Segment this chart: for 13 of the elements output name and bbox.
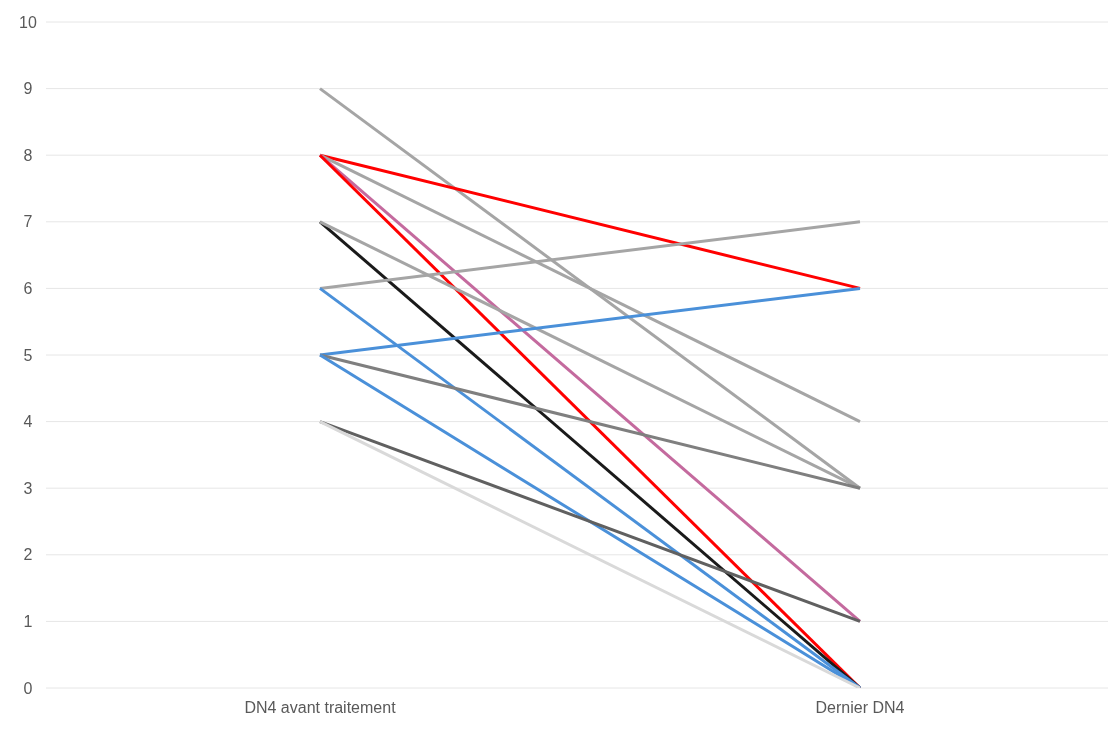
y-tick-label: 7 <box>23 213 33 231</box>
x-tick-label: Dernier DN4 <box>815 699 905 717</box>
y-tick-label: 10 <box>19 13 37 31</box>
y-tick-label: 9 <box>23 80 33 98</box>
y-tick-label: 4 <box>23 413 33 431</box>
y-tick-label: 0 <box>23 679 33 697</box>
y-tick-label: 2 <box>23 546 33 564</box>
y-tick-label: 8 <box>23 146 33 164</box>
y-tick-label: 3 <box>23 479 33 497</box>
y-tick-label: 5 <box>23 346 33 364</box>
y-tick-label: 1 <box>23 613 33 631</box>
y-tick-label: 6 <box>23 280 33 298</box>
x-tick-label: DN4 avant traitement <box>244 699 397 717</box>
